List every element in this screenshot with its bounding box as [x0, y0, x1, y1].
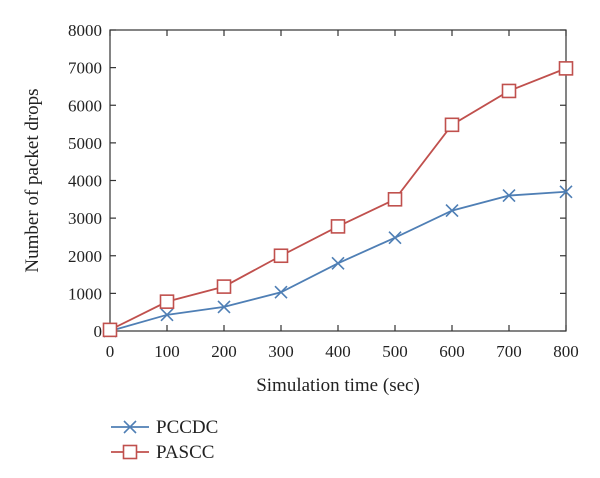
series-pascc [102, 61, 574, 338]
x-tick-label: 400 [325, 342, 351, 361]
plot-frame [109, 29, 567, 332]
y-axis-label: Number of packet drops [22, 88, 43, 272]
data-point-pascc [330, 219, 346, 234]
x-tick-label: 300 [268, 342, 294, 361]
x-tick-label: 700 [496, 342, 522, 361]
y-tick-label: 4000 [68, 172, 102, 191]
data-point-pascc [273, 248, 289, 264]
y-tick-label: 3000 [68, 209, 102, 228]
y-tick-label: 5000 [68, 134, 102, 153]
data-point-pccdc [445, 204, 459, 218]
series-line-pccdc [109, 190, 567, 332]
data-point-pccdc [160, 308, 174, 322]
series-layer [102, 61, 574, 338]
legend-item-pascc: PASCC [111, 442, 214, 463]
series-pccdc [103, 185, 573, 338]
data-point-pccdc [559, 185, 573, 199]
legend-marker [123, 420, 137, 434]
legend-label: PASCC [156, 442, 214, 463]
legend-label: PCCDC [156, 417, 218, 438]
data-point-pascc [387, 192, 403, 207]
x-axis-label: Simulation time (sec) [256, 375, 420, 396]
data-point-pascc [444, 117, 460, 133]
x-tick-label: 600 [439, 342, 465, 361]
data-point-pascc [216, 279, 232, 294]
data-point-pccdc [502, 188, 516, 203]
data-point-pascc [102, 322, 118, 338]
data-point-pccdc [217, 300, 231, 314]
plot-border [109, 29, 567, 332]
y-tick-label: 2000 [68, 247, 102, 266]
data-point-pascc [159, 294, 175, 309]
data-point-pccdc [331, 256, 345, 270]
data-point-pascc [501, 83, 517, 99]
x-tick-label: 0 [106, 342, 115, 361]
y-tick-label: 7000 [68, 59, 102, 78]
x-tick-label: 500 [382, 342, 408, 361]
x-axis: 0 100 200 300 400 500 600 700 800 [106, 30, 579, 361]
data-point-pascc [558, 61, 574, 76]
legend-marker [122, 444, 138, 460]
y-tick-label: 0 [94, 322, 103, 341]
data-point-pccdc [388, 231, 402, 245]
y-tick-label: 6000 [68, 96, 102, 115]
x-tick-label: 800 [553, 342, 579, 361]
y-axis: 0 1000 2000 3000 4000 5000 6000 7000 8000 [68, 21, 566, 341]
y-tick-label: 1000 [68, 284, 102, 303]
x-tick-label: 100 [154, 342, 180, 361]
data-point-pccdc [274, 285, 288, 299]
legend: PCCDC PASCC [111, 417, 218, 463]
x-tick-label: 200 [211, 342, 237, 361]
y-tick-label: 8000 [68, 21, 102, 40]
legend-item-pccdc: PCCDC [111, 417, 218, 438]
